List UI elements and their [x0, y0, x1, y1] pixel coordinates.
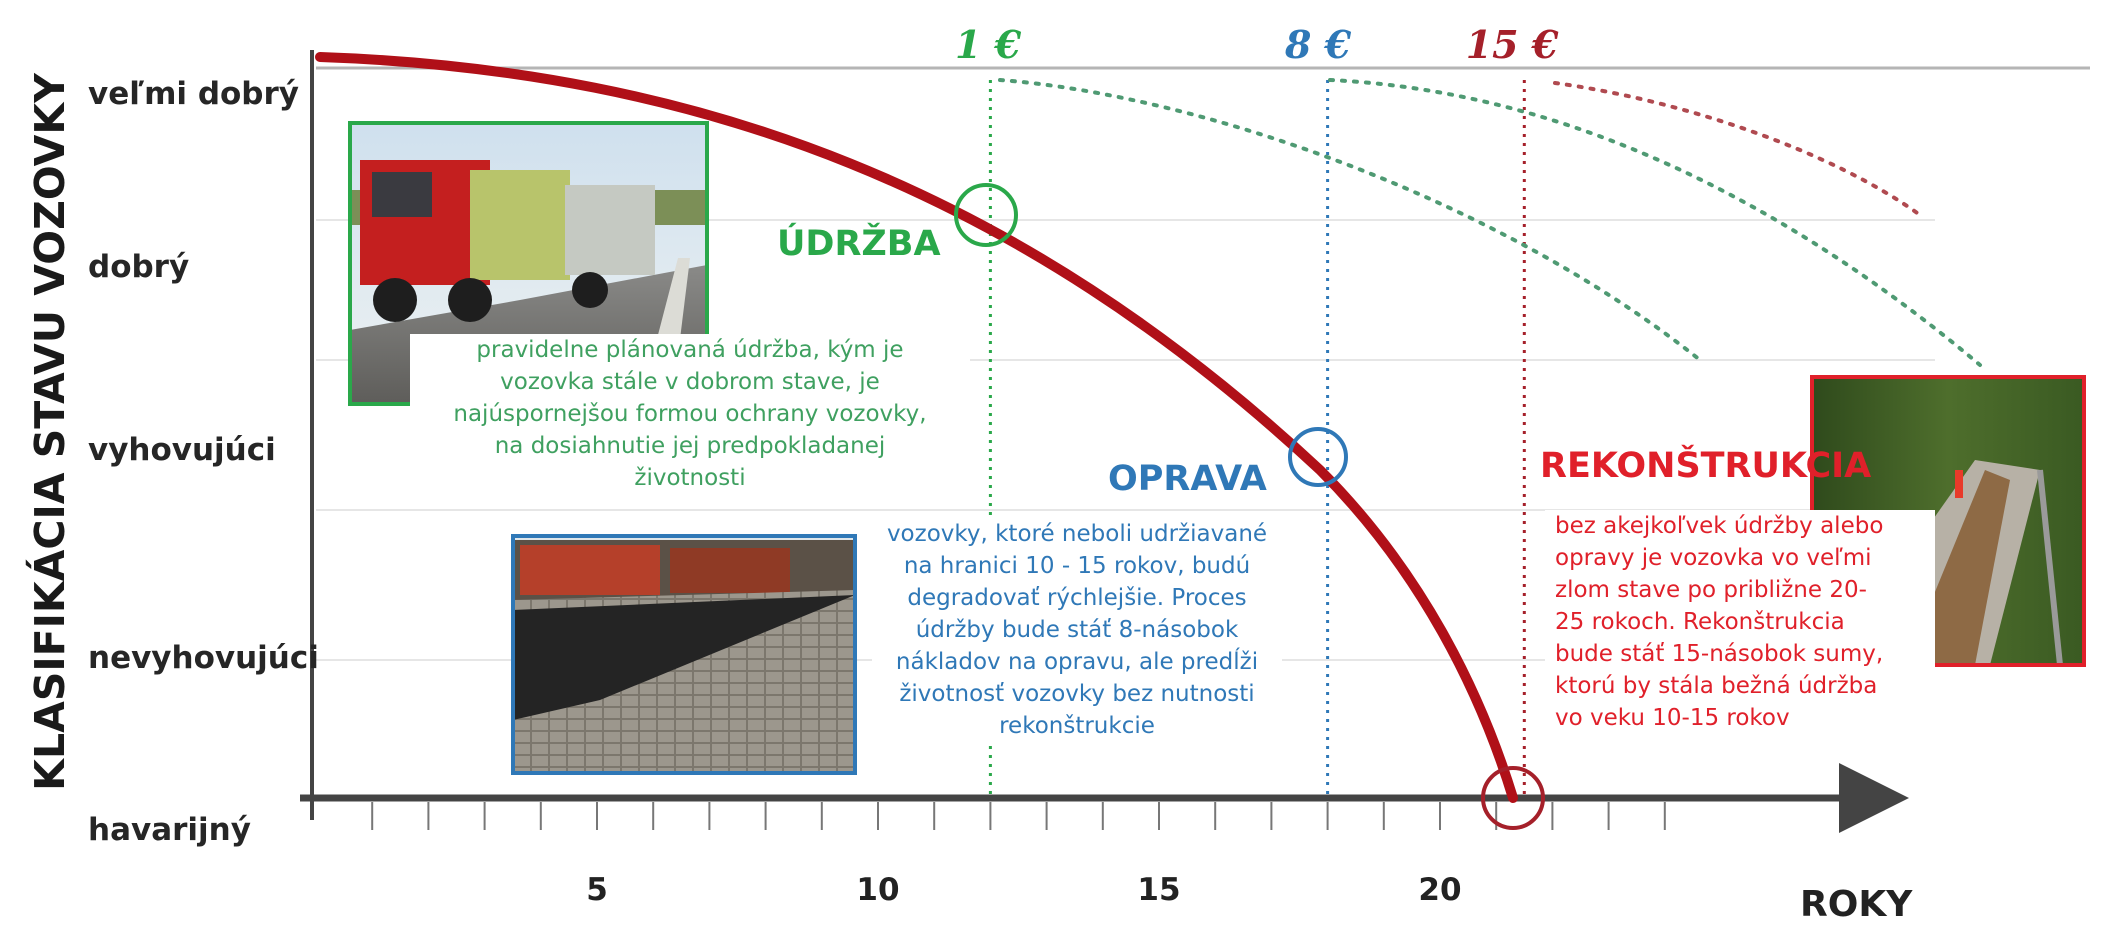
- reconstruction-description: bez akejkoľvek údržby alebo opravy je vo…: [1545, 510, 1935, 734]
- x-tick-10: 10: [856, 872, 899, 908]
- reconstruction-point-marker: [1481, 766, 1545, 830]
- phase-title-repair: OPRAVA: [1108, 459, 1267, 499]
- cost-label-repair: 8 €: [1284, 22, 1352, 67]
- paver-photo: [511, 534, 857, 775]
- cost-label-maintenance: 1 €: [955, 22, 1022, 67]
- x-tick-15: 15: [1137, 872, 1180, 908]
- y-axis-levels: veľmi dobrý dobrý vyhovujúci nevyhovujúc…: [88, 76, 319, 848]
- x-axis-ticks: [371, 802, 1666, 830]
- phase-title-maintenance: ÚDRŽBA: [777, 222, 941, 264]
- maintenance-description: pravidelne plánovaná údržba, kým je vozo…: [410, 334, 970, 494]
- x-tick-5: 5: [586, 872, 608, 908]
- y-level-insufficient: nevyhovujúci: [88, 640, 319, 676]
- x-axis-title: ROKY: [1800, 884, 1913, 925]
- y-axis-title: KLASIFIKÁCIA STAVU VOZOVKY: [26, 72, 74, 791]
- post-intervention-curves: [998, 78, 1982, 367]
- y-level-very-good: veľmi dobrý: [88, 76, 299, 112]
- maintenance-point-marker: [954, 183, 1018, 247]
- x-axis-tick-labels: 5 10 15 20: [586, 872, 1461, 908]
- x-tick-20: 20: [1418, 872, 1461, 908]
- deterioration-curve: [315, 52, 1518, 803]
- cost-year-lines: [988, 80, 1526, 798]
- repair-point-marker: [1288, 427, 1348, 487]
- y-level-critical: havarijný: [88, 812, 251, 848]
- cost-label-reconstruction: 15 €: [1466, 22, 1559, 67]
- repair-description: vozovky, ktoré neboli udržiavané na hran…: [872, 518, 1282, 742]
- phase-title-reconstruction: REKONŠTRUKCIA: [1540, 444, 1871, 486]
- y-level-sufficient: vyhovujúci: [88, 432, 276, 468]
- y-level-good: dobrý: [88, 249, 189, 285]
